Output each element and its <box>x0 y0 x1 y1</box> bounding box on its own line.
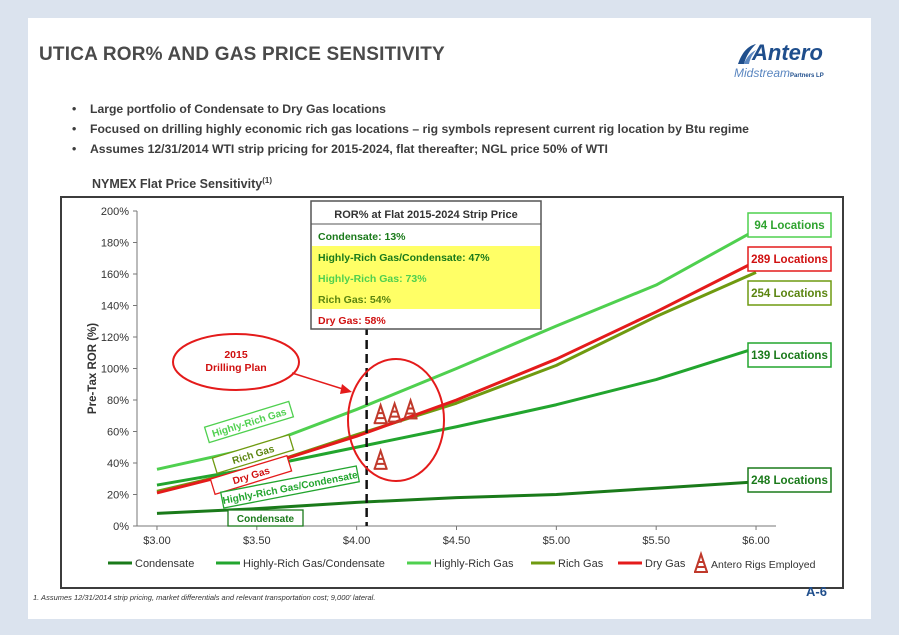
location-label-box <box>747 212 832 238</box>
x-tick-label: $4.50 <box>443 535 471 547</box>
ror-row-text: Rich Gas: 54% <box>318 294 392 306</box>
y-tick-label: 20% <box>107 490 129 502</box>
legend-item: Highly-Rich Gas <box>407 558 514 570</box>
ror-row-highlight <box>312 288 540 309</box>
drilling-plan-bubble <box>172 333 300 391</box>
location-label-text: 254 Locations <box>751 288 828 300</box>
ror-row-text: Condensate: 13% <box>318 231 406 243</box>
legend-label: Dry Gas <box>645 558 686 570</box>
series-tag: Condensate <box>227 509 304 527</box>
rig-icon <box>387 400 402 423</box>
location-label: 248 Locations <box>747 467 832 493</box>
location-label-box <box>747 342 832 368</box>
y-tick-label: 140% <box>101 301 129 313</box>
ror-row-highlight <box>312 246 540 267</box>
y-tick-label: 200% <box>101 206 129 218</box>
legend-label: Condensate <box>135 558 194 570</box>
series-tag-text: Condensate <box>237 514 295 525</box>
location-label-box <box>747 280 832 306</box>
rig-icon <box>403 397 418 420</box>
y-tick-label: 100% <box>101 364 129 376</box>
page-title: UTICA ROR% AND GAS PRICE SENSITIVITY <box>39 44 445 65</box>
rig-icon-frame <box>373 402 388 424</box>
legend-label: Highly-Rich Gas/Condensate <box>243 558 385 570</box>
legend-label: Highly-Rich Gas <box>434 558 514 570</box>
drilling-plan-text: Drilling Plan <box>205 362 266 374</box>
series-tag-box <box>203 400 295 444</box>
drilling-plan-circle <box>347 358 445 482</box>
x-tick-label: $6.00 <box>742 535 770 547</box>
x-tick-label: $5.50 <box>642 535 670 547</box>
ror-row-text: Dry Gas: 58% <box>318 315 386 327</box>
antero-logo-icon <box>738 44 756 64</box>
location-label: 94 Locations <box>747 212 832 238</box>
annotation-arrow <box>291 372 347 391</box>
series-line-condensate <box>156 480 757 515</box>
ror-row-highlight <box>312 267 540 288</box>
location-label: 254 Locations <box>747 280 832 306</box>
company-logo: Antero MidstreamPartners LP <box>732 40 844 86</box>
x-tick-label: $3.50 <box>243 535 271 547</box>
legend-item: Rich Gas <box>531 558 604 570</box>
y-tick-label: 40% <box>107 458 129 470</box>
series-tag-box <box>211 433 295 475</box>
location-label-text: 139 Locations <box>751 350 828 362</box>
legend-item: Dry Gas <box>618 558 686 570</box>
rig-icon <box>373 447 388 470</box>
y-tick-label: 0% <box>113 521 129 533</box>
location-label-box <box>747 246 832 272</box>
y-tick-label: 160% <box>101 269 129 281</box>
bullet-list: Large portfolio of Condensate to Dry Gas… <box>70 99 749 159</box>
rig-legend-icon <box>694 550 708 573</box>
drilling-plan-text: 2015 <box>224 349 248 361</box>
chart-frame <box>60 196 844 589</box>
ror-box-title: ROR% at Flat 2015-2024 Strip Price <box>334 209 517 221</box>
bullet-item: Large portfolio of Condensate to Dry Gas… <box>70 99 749 119</box>
footnote: 1. Assumes 12/31/2014 strip pricing, mar… <box>33 593 376 602</box>
series-tag-box <box>227 509 304 527</box>
y-tick-label: 180% <box>101 238 129 250</box>
logo-subtitle: MidstreamPartners LP <box>734 66 824 80</box>
page-number: A-6 <box>806 584 827 599</box>
annotation-arrowhead <box>340 384 352 394</box>
rig-icon <box>373 402 388 425</box>
y-axis-label: Pre-Tax ROR (%) <box>87 323 99 414</box>
rig-icon-frame <box>387 400 402 422</box>
legend-item: Condensate <box>108 558 194 570</box>
series-tag-box <box>219 465 361 509</box>
ror-row-text: Highly-Rich Gas/Condensate: 47% <box>318 252 490 264</box>
location-label-text: 248 Locations <box>751 475 828 487</box>
legend-item: Antero Rigs Employed <box>694 550 816 573</box>
y-tick-label: 80% <box>107 395 129 407</box>
ror-row-text: Highly-Rich Gas: 73% <box>318 273 427 285</box>
y-tick-label: 60% <box>107 427 129 439</box>
rig-icon-frame <box>694 550 708 573</box>
legend-label: Antero Rigs Employed <box>711 559 816 571</box>
bullet-item: Focused on drilling highly economic rich… <box>70 119 749 139</box>
ror-box: ROR% at Flat 2015-2024 Strip Price Conden… <box>310 200 542 330</box>
legend-item: Highly-Rich Gas/Condensate <box>216 558 385 570</box>
location-label-text: 289 Locations <box>751 254 828 266</box>
location-label: 139 Locations <box>747 342 832 368</box>
chart-title: NYMEX Flat Price Sensitivity(1) <box>92 176 272 192</box>
location-label: 289 Locations <box>747 246 832 272</box>
x-tick-label: $3.00 <box>143 535 171 547</box>
rig-icon-frame <box>403 397 418 419</box>
y-tick-label: 120% <box>101 332 129 344</box>
bullet-item: Assumes 12/31/2014 WTI strip pricing for… <box>70 139 749 159</box>
series-tag: Highly-Rich Gas <box>203 400 295 444</box>
logo-wordmark: Antero <box>752 40 823 65</box>
rig-icon-frame <box>373 447 388 470</box>
location-label-text: 94 Locations <box>754 220 824 232</box>
x-tick-label: $4.00 <box>343 535 371 547</box>
location-label-box <box>747 467 832 493</box>
series-tag-box <box>209 454 293 496</box>
legend-label: Rich Gas <box>558 558 604 570</box>
x-tick-label: $5.00 <box>543 535 571 547</box>
